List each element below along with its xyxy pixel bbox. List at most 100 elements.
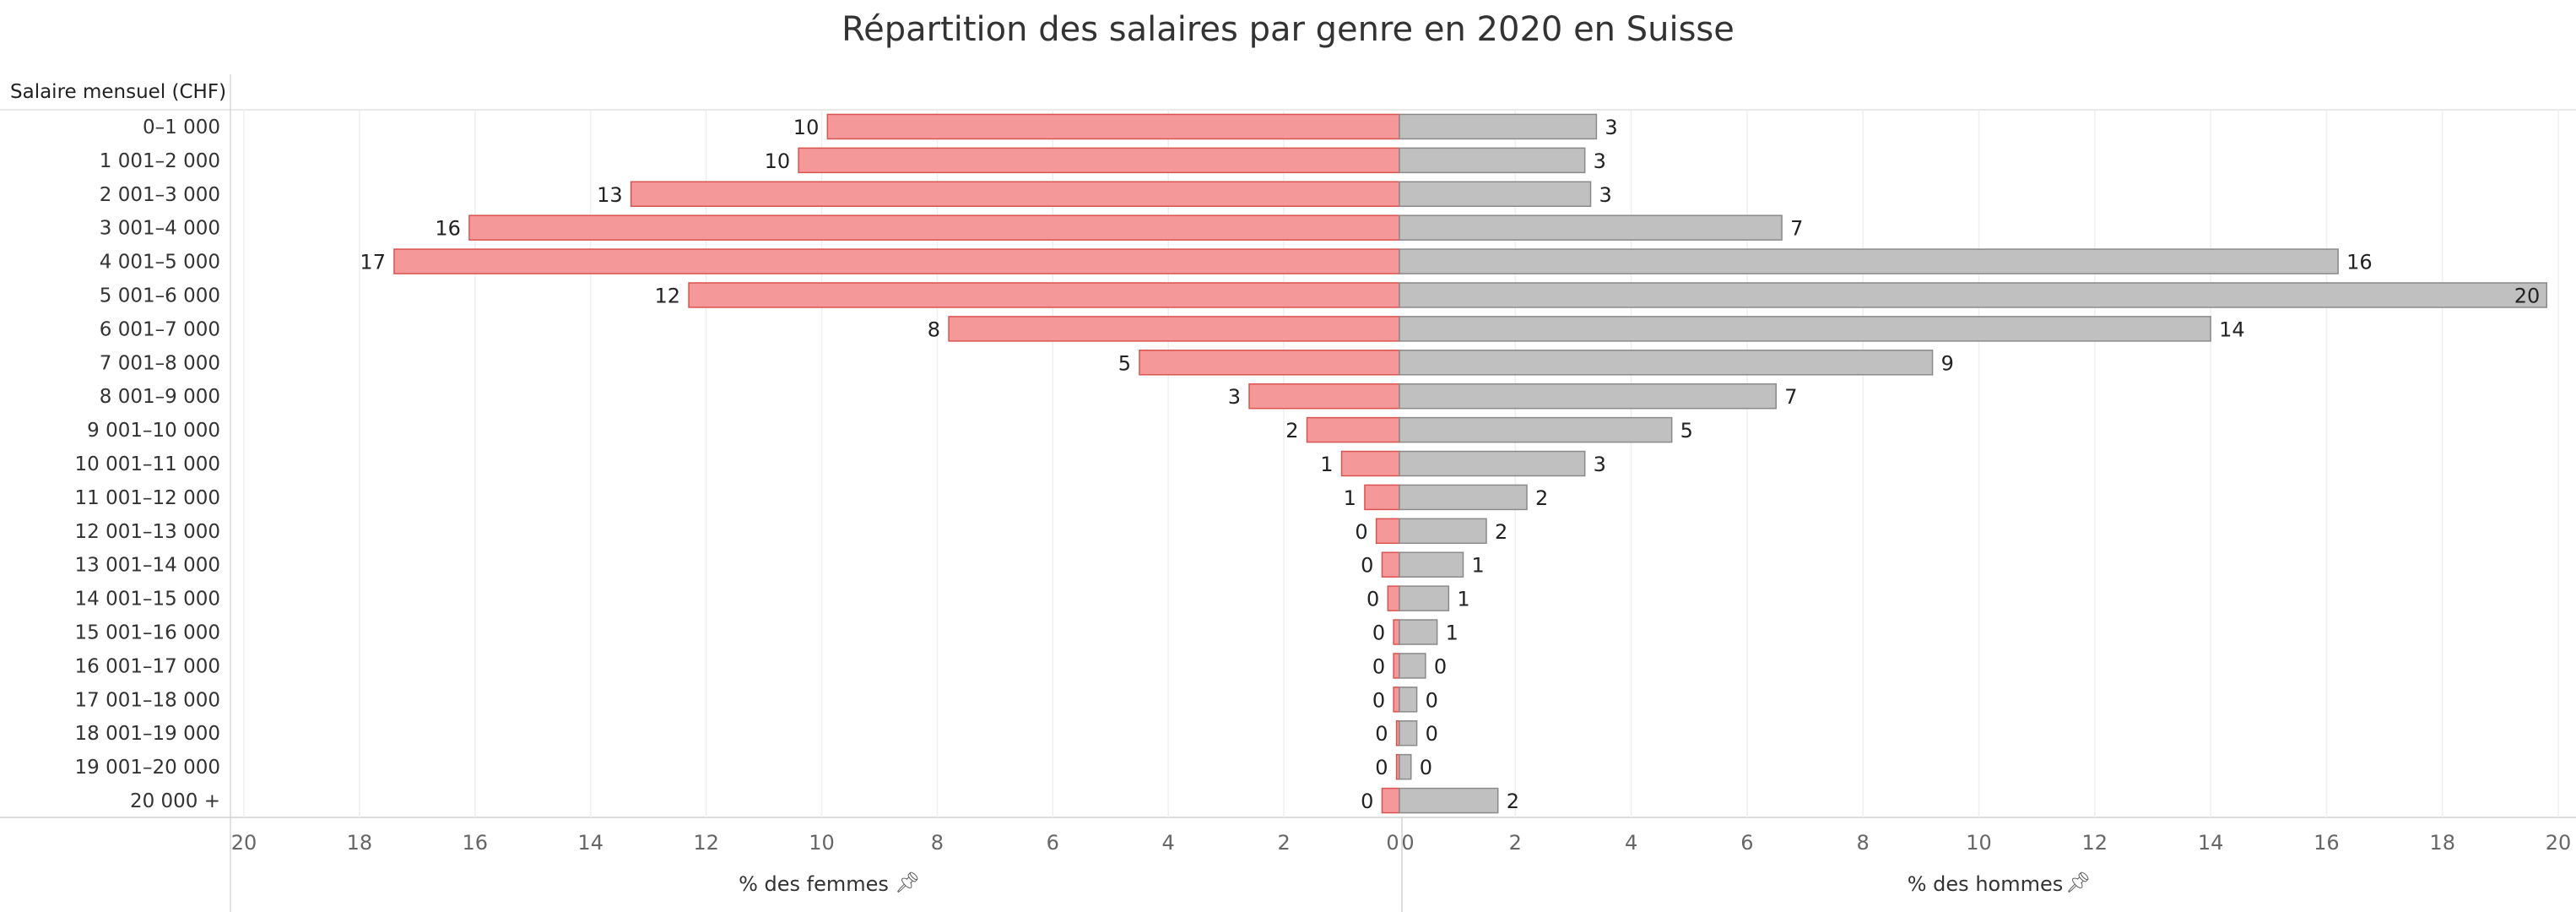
row-label: 7 001–8 000: [100, 352, 220, 374]
bar-men: [1399, 484, 1528, 511]
bar-women: [1381, 551, 1400, 578]
bar-men: [1399, 450, 1586, 477]
data-label-women: 0: [1355, 520, 1367, 544]
bar-women: [1393, 619, 1400, 645]
bar-women: [393, 248, 1400, 274]
bar-men: [1399, 316, 2211, 342]
row-label: 18 001–19 000: [75, 723, 220, 745]
data-label-men: 0: [1426, 722, 1438, 746]
pin-icon-women[interactable]: 📌︎: [895, 871, 921, 894]
bar-men: [1399, 147, 1586, 174]
row-label: 2 001–3 000: [100, 184, 220, 206]
bar-women: [630, 181, 1400, 208]
data-label-men: 16: [2346, 251, 2373, 274]
row-label: 0–1 000: [143, 117, 220, 138]
bar-men: [1399, 282, 2548, 308]
data-label-men: 2: [1507, 790, 1519, 813]
x-tick-label-left: 18: [347, 831, 373, 855]
bar-men: [1399, 551, 1464, 578]
data-label-women: 1: [1320, 453, 1333, 476]
x-tick-label-left: 12: [693, 831, 719, 855]
data-label-women: 10: [793, 116, 820, 139]
x-tick-label-left: 8: [931, 831, 944, 855]
bar-men: [1399, 214, 1783, 241]
data-label-women: 13: [597, 183, 623, 207]
bar-men: [1399, 585, 1450, 611]
x-tick-label-right: 6: [1740, 831, 1753, 855]
data-label-women: 5: [1118, 351, 1131, 375]
data-label-men: 7: [1784, 385, 1797, 409]
row-label: 1 001–2 000: [100, 150, 220, 172]
data-label-women: 0: [1375, 722, 1388, 746]
data-label-men: 2: [1535, 486, 1548, 510]
data-label-men: 3: [1599, 183, 1612, 207]
x-tick-label-right: 12: [2082, 831, 2108, 855]
bar-women: [1393, 653, 1400, 679]
data-label-men: 3: [1605, 116, 1617, 139]
bar-men: [1399, 653, 1426, 679]
row-label: 16 001–17 000: [75, 655, 220, 677]
data-label-women: 3: [1228, 385, 1241, 409]
data-label-women: 8: [928, 318, 940, 341]
data-label-men: 2: [1495, 520, 1507, 544]
data-label-men: 3: [1594, 149, 1606, 173]
bar-men: [1399, 248, 2339, 274]
row-header: Salaire mensuel (CHF): [10, 81, 227, 103]
row-label: 3 001–4 000: [100, 218, 220, 240]
data-label-women: 17: [360, 251, 386, 274]
data-label-women: 12: [655, 284, 681, 307]
x-tick-label-right: 8: [1857, 831, 1870, 855]
data-label-men: 9: [1941, 351, 1954, 375]
x-tick-label-right: 16: [2314, 831, 2340, 855]
data-label-men: 0: [1420, 756, 1432, 779]
x-tick-label-right: 14: [2198, 831, 2224, 855]
row-label: 20 000 +: [130, 790, 220, 812]
data-label-women: 0: [1372, 622, 1385, 645]
bar-men: [1399, 383, 1777, 410]
row-label: 6 001–7 000: [100, 318, 220, 340]
x-tick-label-right: 20: [2546, 831, 2572, 855]
data-label-men: 0: [1434, 654, 1447, 678]
x-tick-label-left: 0: [1386, 831, 1399, 855]
data-label-men: 20: [2514, 284, 2541, 307]
row-label: 5 001–6 000: [100, 285, 220, 307]
x-tick-label-left: 14: [577, 831, 603, 855]
bar-women: [688, 282, 1400, 308]
data-label-men: 1: [1457, 588, 1469, 611]
bar-men: [1399, 687, 1418, 713]
x-axis-label-right: % des hommes: [1908, 872, 2064, 896]
row-label: 13 001–14 000: [75, 555, 220, 577]
bar-women: [1340, 450, 1400, 477]
x-tick-label-left: 10: [809, 831, 835, 855]
row-label: 17 001–18 000: [75, 689, 220, 711]
bar-men: [1399, 518, 1487, 545]
bar-men: [1399, 416, 1673, 443]
bar-men: [1399, 753, 1412, 780]
data-label-men: 0: [1426, 688, 1438, 712]
data-label-men: 14: [2219, 318, 2245, 341]
bar-men: [1399, 719, 1418, 746]
bar-men: [1399, 181, 1592, 208]
pin-icon-men[interactable]: 📌︎: [2065, 871, 2092, 894]
data-label-women: 1: [1344, 486, 1356, 510]
x-tick-label-right: 0: [1401, 831, 1414, 855]
row-label: 19 001–20 000: [75, 757, 220, 779]
data-label-men: 1: [1446, 622, 1458, 645]
bar-men: [1399, 787, 1499, 814]
x-axis-label-left: % des femmes: [739, 872, 889, 896]
bar-women: [948, 316, 1400, 342]
data-label-women: 0: [1361, 790, 1373, 813]
bar-women: [468, 214, 1400, 241]
data-label-men: 3: [1594, 453, 1606, 476]
bar-women: [1139, 350, 1400, 376]
chart-title: Répartition des salaires par genre en 20…: [842, 10, 1734, 49]
data-label-women: 0: [1372, 688, 1385, 712]
x-tick-label-right: 18: [2429, 831, 2455, 855]
data-label-women: 16: [435, 217, 461, 241]
row-label: 10 001–11 000: [75, 453, 220, 475]
bar-women: [1393, 687, 1400, 713]
data-label-women: 0: [1366, 588, 1379, 611]
data-label-women: 2: [1285, 419, 1298, 442]
x-tick-label-left: 20: [231, 831, 257, 855]
x-tick-label-right: 10: [1966, 831, 1992, 855]
